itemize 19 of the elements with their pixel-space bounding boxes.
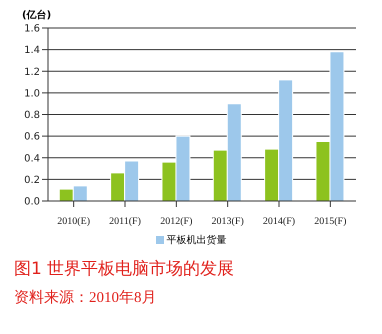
text: 资料来源：2010年8月 bbox=[13, 288, 158, 307]
x-tick-label: 2010(E) bbox=[57, 216, 90, 228]
legend-label: 平板机出货量 bbox=[166, 234, 226, 247]
x-tick-label: 2012(F) bbox=[160, 216, 192, 228]
y-tick-label: 0.4 bbox=[24, 153, 40, 164]
x-tick-label: 2013(F) bbox=[212, 216, 244, 228]
x-tick-label: 2015(F) bbox=[314, 216, 346, 228]
y-tick-label: 0.8 bbox=[24, 110, 40, 122]
y-tick-label: 1.0 bbox=[24, 88, 40, 100]
y-tick-label: 1.6 bbox=[24, 24, 40, 35]
y-tick-label: 0.0 bbox=[24, 196, 40, 208]
y-tick-label: 0.2 bbox=[24, 174, 40, 186]
y-tick-label: 1.4 bbox=[24, 45, 40, 56]
y-tick-label: 1.2 bbox=[24, 66, 40, 78]
y-tick-label: 0.6 bbox=[24, 132, 40, 143]
y-axis-title: (亿台) bbox=[21, 8, 52, 21]
text: 图1 世界平板电脑市场的发展 bbox=[13, 258, 236, 280]
x-tick-label: 2011(F) bbox=[109, 216, 141, 228]
x-tick-label: 2014(F) bbox=[262, 216, 296, 228]
